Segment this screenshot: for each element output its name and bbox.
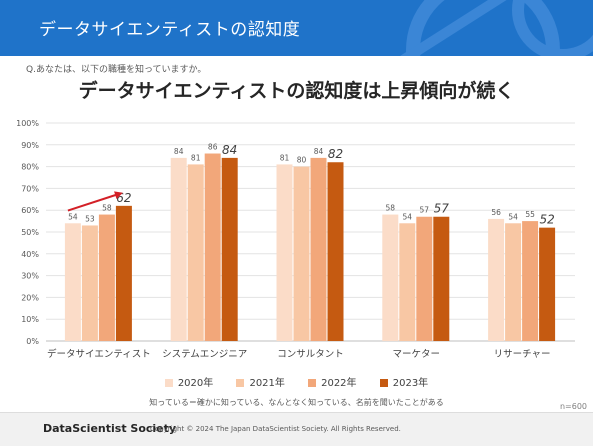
y-tick-label: 80% — [21, 163, 39, 172]
y-tick-label: 90% — [21, 141, 39, 150]
bar — [327, 162, 344, 341]
legend-label: 2021年 — [249, 378, 285, 389]
bar — [81, 225, 98, 341]
header-bar: データサイエンティストの認知度 — [0, 0, 593, 56]
bar — [522, 221, 539, 341]
y-tick-label: 10% — [21, 315, 39, 324]
x-category-label: コンサルタント — [277, 349, 344, 360]
chart-legend: 2020年 2021年 2022年 2023年 — [0, 374, 593, 389]
bar — [488, 218, 505, 341]
legend-label: 2023年 — [392, 378, 429, 389]
bar — [382, 214, 399, 341]
x-category-label: リサーチャー — [494, 349, 551, 360]
data-label: 54 — [68, 212, 78, 221]
data-label: 84 — [174, 147, 184, 156]
brand-logo-text: DataScientist Society — [43, 422, 177, 435]
bar — [433, 216, 450, 341]
legend-item-2020: 2020年 — [164, 374, 214, 389]
data-label: 81 — [191, 153, 201, 162]
data-label: 57 — [434, 202, 450, 216]
x-category-label: システムエンジニア — [162, 349, 247, 360]
bar — [187, 164, 204, 341]
footnote: 知っている＝確かに知っている、なんとなく知っている、名前を聞いたことがある — [149, 398, 444, 407]
sample-size: n=600 — [559, 402, 587, 411]
data-label: 58 — [102, 204, 112, 213]
y-tick-label: 0% — [26, 337, 39, 346]
legend-swatch — [236, 379, 245, 387]
legend-label: 2022年 — [321, 378, 357, 389]
data-label: 54 — [403, 212, 413, 221]
y-tick-label: 70% — [21, 184, 39, 193]
bar-chart: 0%10%20%30%40%50%60%70%80%90%100%54 53586… — [16, 119, 575, 360]
header-decoration-graphic — [400, 0, 593, 56]
data-label: 81 — [280, 153, 290, 162]
legend-swatch — [164, 379, 173, 387]
data-label: 55 — [525, 210, 535, 219]
bar — [539, 227, 556, 341]
data-label: 80 — [297, 156, 307, 165]
data-label: 52 — [539, 213, 554, 227]
data-label: 57 — [420, 206, 430, 215]
y-tick-label: 30% — [21, 272, 39, 281]
trend-arrow — [67, 191, 123, 212]
copyright-text: Copyright © 2024 The Japan DataScientist… — [150, 425, 401, 433]
x-category-label: データサイエンティスト — [47, 348, 151, 360]
legend-item-2022: 2022年 — [308, 374, 357, 389]
page-title: データサイエンティストの認知度 — [39, 20, 301, 40]
data-label: 82 — [328, 147, 343, 161]
bar — [416, 216, 433, 341]
data-label: 84 — [222, 143, 237, 157]
bar — [204, 153, 221, 341]
data-label: 84 — [314, 147, 324, 156]
data-label: 54 — [508, 212, 518, 221]
legend-item-2021: 2021年 — [236, 374, 285, 389]
data-label: 58 — [386, 204, 396, 213]
y-tick-label: 40% — [21, 250, 39, 259]
legend-item-2023: 2023年 — [379, 374, 429, 389]
chart-headline: データサイエンティストの認知度は上昇傾向が続く — [78, 80, 515, 102]
legend-swatch — [379, 379, 388, 387]
y-tick-label: 20% — [21, 293, 39, 302]
bar — [64, 223, 81, 341]
bar — [98, 214, 115, 341]
data-label: 56 — [491, 208, 501, 217]
y-tick-label: 50% — [21, 228, 39, 237]
legend-label: 2020年 — [177, 378, 214, 389]
y-tick-label: 100% — [16, 119, 39, 128]
y-tick-label: 60% — [21, 206, 39, 215]
bar — [221, 157, 238, 341]
survey-question: Q.あなたは、以下の職種を知っていますか。 — [26, 65, 207, 75]
bar — [276, 164, 293, 341]
bar — [399, 223, 416, 341]
bar — [115, 205, 132, 341]
bar — [170, 157, 187, 341]
data-label: 53 — [85, 214, 95, 223]
bar — [505, 223, 522, 341]
footer-bar: DataScientist Society Copyright © 2024 T… — [0, 412, 593, 446]
bar — [293, 166, 310, 341]
data-label: 86 — [208, 143, 218, 152]
legend-swatch — [308, 379, 317, 387]
x-category-label: マーケター — [393, 349, 441, 360]
bar — [310, 157, 327, 341]
